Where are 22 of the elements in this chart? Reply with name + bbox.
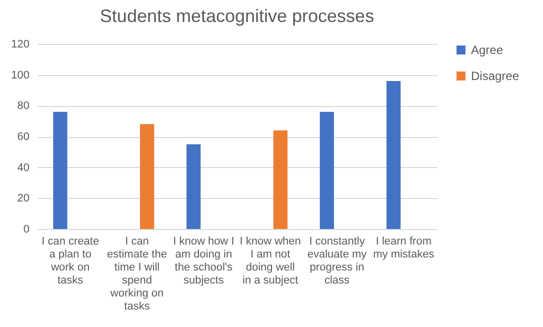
- bar: [53, 112, 68, 229]
- y-tick-label: 120: [11, 38, 30, 50]
- x-tick-label: I can create a plan to work on tasks: [42, 236, 100, 286]
- y-tick-label: 80: [17, 100, 30, 112]
- y-tick-label: 0: [23, 224, 30, 236]
- y-tick-label: 40: [17, 162, 30, 174]
- bar: [186, 144, 201, 229]
- bar: [273, 130, 288, 229]
- bar: [140, 124, 154, 229]
- y-tick-label: 60: [17, 131, 30, 143]
- chart-title: Students metacognitive processes: [100, 6, 374, 26]
- y-tick-label: 20: [17, 192, 30, 205]
- x-tick-label: I learn from my mistakes: [373, 236, 435, 260]
- legend-label: Agree: [471, 43, 504, 57]
- x-tick-label: I know how I am doing in the school's subjects: [173, 236, 234, 286]
- x-tick-label: I know when I am not doing well in a subject: [240, 236, 301, 286]
- y-tick-label: 100: [11, 69, 30, 82]
- x-tick-label: I constantly evaluate my progress in class: [307, 236, 368, 286]
- bar: [320, 112, 334, 229]
- legend-label: Disagree: [471, 69, 520, 83]
- bar: [386, 81, 401, 229]
- x-tick-label: I can estimate the time I will spend working on tasks: [107, 236, 167, 312]
